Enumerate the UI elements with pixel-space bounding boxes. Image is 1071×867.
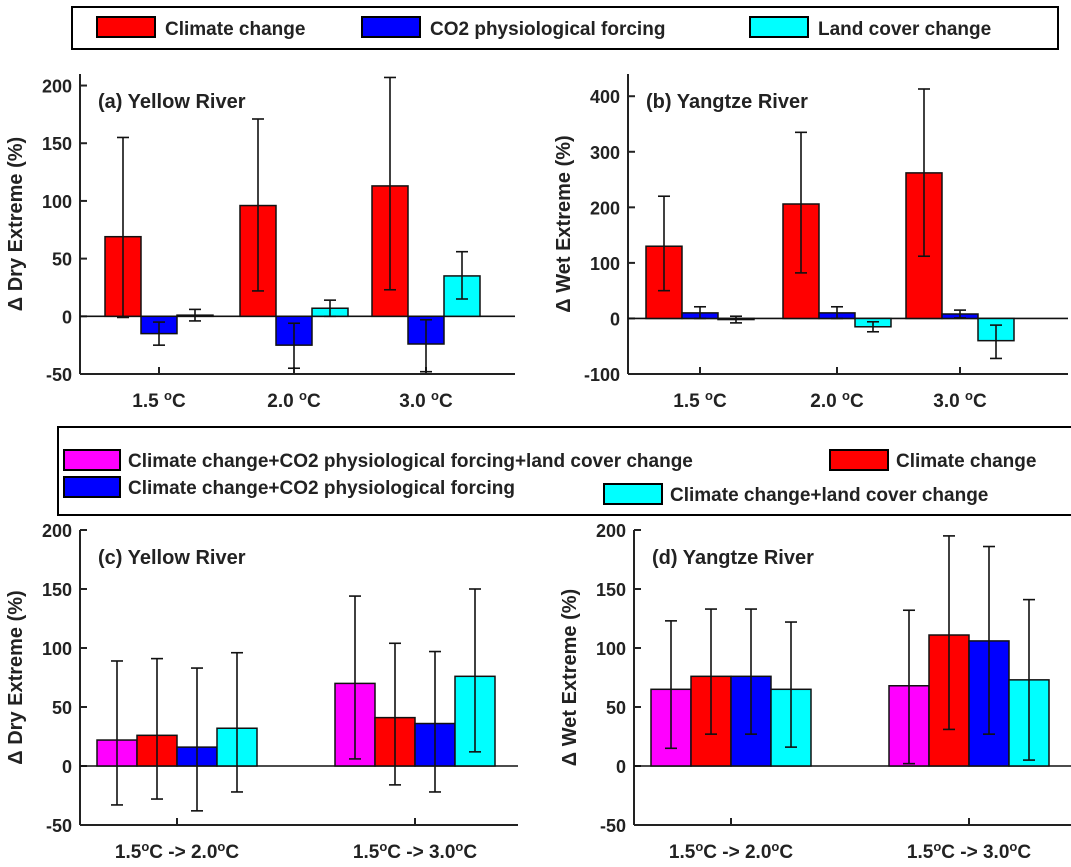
y-tick-label: 200 <box>42 521 72 541</box>
x-tick-label: 3.0 oC <box>399 388 453 413</box>
y-axis-label: Δ Wet Extreme (%) <box>553 135 575 312</box>
y-tick-label: 0 <box>62 307 72 327</box>
x-tick-label: 1.5 oC <box>132 388 186 413</box>
legend-top-swatch-co2 <box>361 16 421 38</box>
y-tick-label: 0 <box>62 757 72 777</box>
legend-top-label-climate: Climate change <box>165 19 305 40</box>
legend-bottom: Climate change+CO2 physiological forcing… <box>57 426 1071 516</box>
legend-bottom-label-all: Climate change+CO2 physiological forcing… <box>128 451 693 472</box>
x-tick-label: 3.0 oC <box>933 388 987 413</box>
legend-bottom-swatch-co2 <box>63 476 121 498</box>
y-tick-label: 150 <box>42 134 72 154</box>
y-tick-label: 0 <box>610 309 620 329</box>
y-tick-label: -100 <box>584 365 620 385</box>
y-tick-label: -50 <box>46 365 72 385</box>
y-tick-label: -50 <box>46 816 72 836</box>
legend-bottom-label-co2: Climate change+CO2 physiological forcing <box>128 478 515 499</box>
y-tick-label: 300 <box>590 143 620 163</box>
legend-top-swatch-climate <box>96 16 156 38</box>
y-tick-label: 50 <box>52 250 72 270</box>
x-tick-label: 1.5 oC <box>673 388 727 413</box>
x-tick-label: 1.5oC -> 3.0oC <box>907 839 1031 864</box>
x-tick-label: 2.0 oC <box>267 388 321 413</box>
legend-bottom-label-land: Climate change+land cover change <box>670 485 988 506</box>
y-tick-label: 200 <box>590 198 620 218</box>
y-tick-label: -50 <box>600 816 626 836</box>
panel-c-yellow-river: -50 0 50 100 150 200 1.5oC -> 2.0oC 1.5oC -> 3.… <box>5 521 518 863</box>
legend-bottom-swatch-land <box>603 483 663 505</box>
y-tick-label: 150 <box>42 580 72 600</box>
legend-bottom-frame <box>57 426 1071 516</box>
legend-top-label-co2: CO2 physiological forcing <box>430 19 665 40</box>
y-tick-label: 100 <box>42 192 72 212</box>
legend-top-frame <box>71 6 1059 50</box>
y-tick-label: 100 <box>596 639 626 659</box>
panel-title: (b) Yangtze River <box>646 91 808 113</box>
y-tick-label: 200 <box>596 521 626 541</box>
panel-d-yangtze-river: -50 0 50 100 150 200 1.5oC -> 2.0oC 1.5oC -> 3.… <box>559 521 1071 863</box>
legend-top-swatch-land <box>749 16 809 38</box>
legend-top: Climate change CO2 physiological forcing… <box>71 6 1059 50</box>
y-tick-label: 150 <box>596 580 626 600</box>
x-tick-label: 1.5oC -> 3.0oC <box>353 839 477 864</box>
panel-title: (a) Yellow River <box>98 91 246 113</box>
x-tick-label: 1.5oC -> 2.0oC <box>115 839 239 864</box>
y-tick-label: 100 <box>42 639 72 659</box>
y-tick-label: 50 <box>52 698 72 718</box>
legend-bottom-swatch-all <box>63 449 121 471</box>
y-tick-label: 50 <box>606 698 626 718</box>
y-tick-label: 100 <box>590 254 620 274</box>
y-axis-label: Δ Dry Extreme (%) <box>5 590 27 764</box>
y-axis-label: Δ Wet Extreme (%) <box>559 589 581 766</box>
panel-title: (c) Yellow River <box>98 547 246 569</box>
x-tick-label: 1.5oC -> 2.0oC <box>669 839 793 864</box>
y-tick-label: 200 <box>42 77 72 97</box>
legend-bottom-swatch-climate <box>829 449 889 471</box>
y-tick-label: 0 <box>616 757 626 777</box>
x-tick-label: 2.0 oC <box>810 388 864 413</box>
panel-a-yellow-river: -50 0 50 100 150 200 1.5 oC 2.0 oC 3.0 oC (a) Yel… <box>5 74 515 412</box>
y-axis-label: Δ Dry Extreme (%) <box>5 137 27 311</box>
y-tick-label: 400 <box>590 87 620 107</box>
panel-b-yangtze-river: -100 0 100 200 300 400 1.5 oC 2.0 oC 3.0 oC (b) Y… <box>553 74 1068 412</box>
panel-title: (d) Yangtze River <box>652 547 814 569</box>
legend-top-label-land: Land cover change <box>818 19 991 40</box>
legend-bottom-label-climate: Climate change <box>896 451 1036 472</box>
